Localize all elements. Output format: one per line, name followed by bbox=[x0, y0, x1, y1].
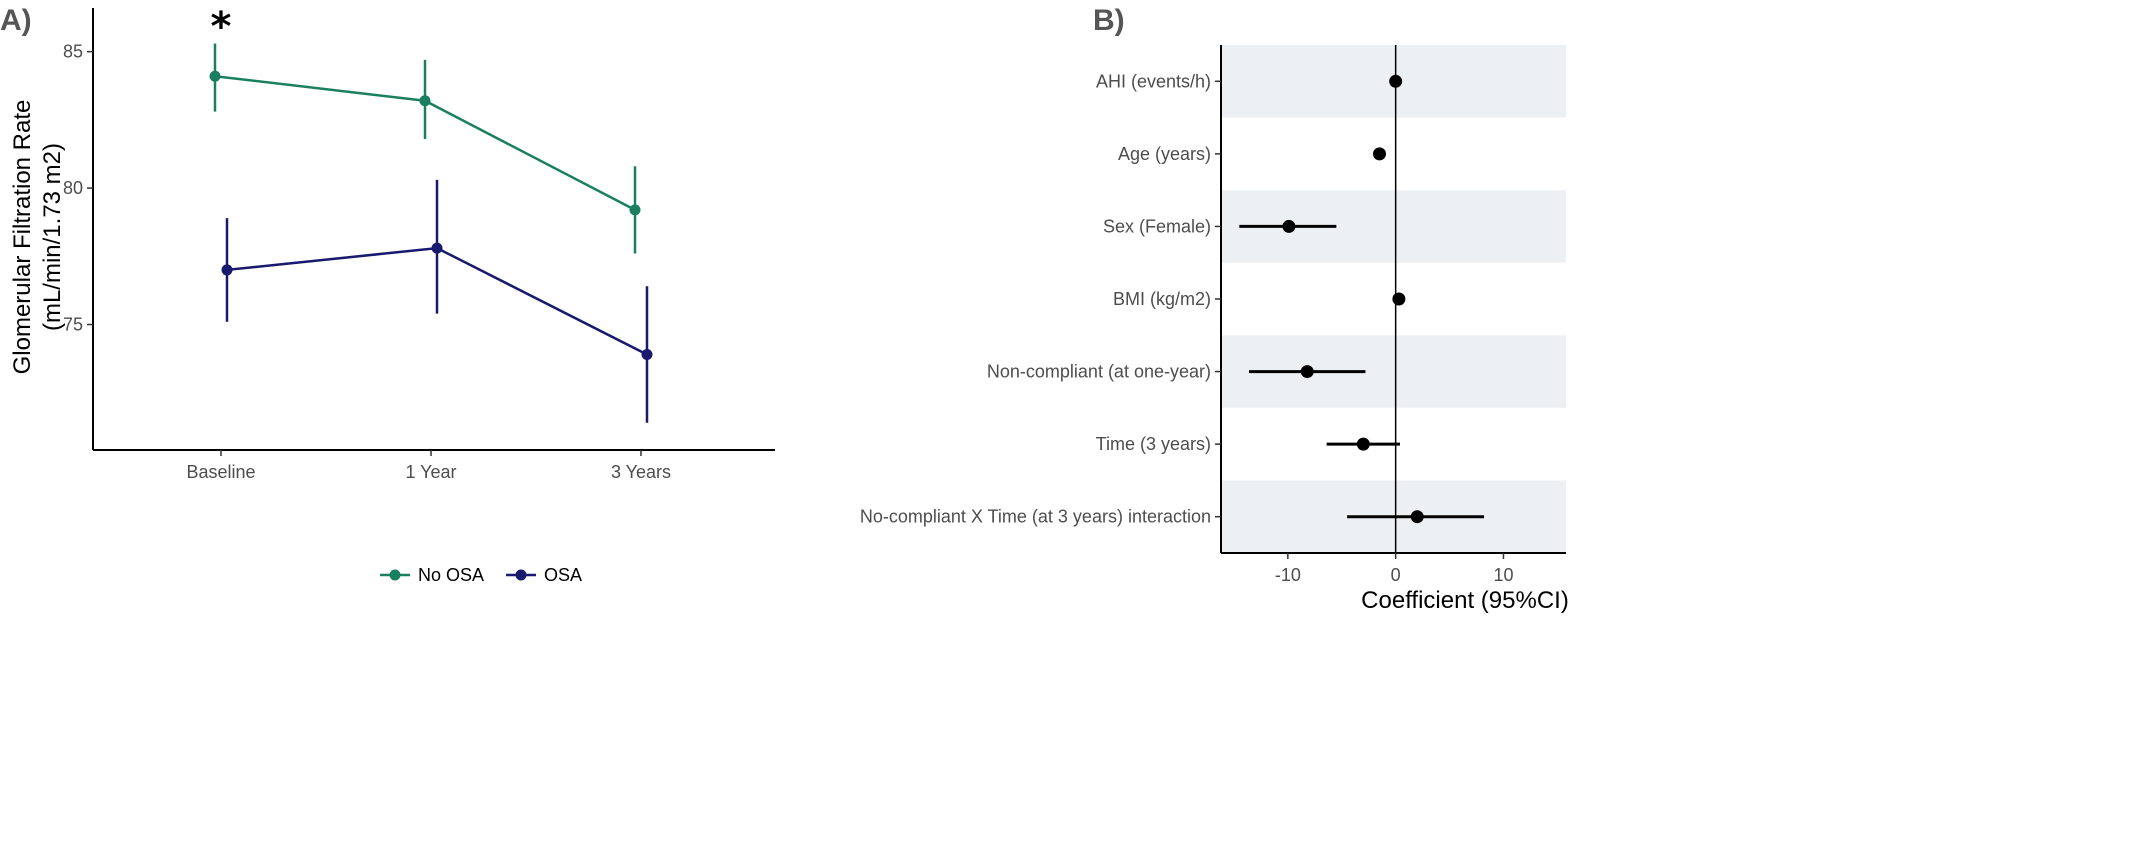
panel-a-ylabel-line1: Glomerular Filtration Rate bbox=[9, 100, 36, 375]
legend-label-osa: OSA bbox=[544, 565, 582, 585]
legend-key-point-no-osa bbox=[389, 569, 401, 581]
point-osa-baseline bbox=[221, 264, 233, 276]
panel-b-x-tick-label-10: 10 bbox=[1493, 565, 1513, 585]
panel-b-y-tick-label-time-3-years: Time (3 years) bbox=[1096, 434, 1211, 454]
significance-annotation: * bbox=[211, 4, 232, 50]
panel-a-y-tick-label-80: 80 bbox=[63, 178, 83, 198]
panel-a-ylabel-line2: (mL/min/1.73 m2) bbox=[39, 143, 66, 331]
point-no-osa-3-years bbox=[629, 204, 641, 216]
panel-a-x-tick-label-baseline: Baseline bbox=[186, 462, 255, 482]
estimate-point-no-compliant-x-time-at-3-years-interaction bbox=[1410, 510, 1424, 524]
point-osa-1-year bbox=[431, 242, 443, 254]
panel-b-y-tick-label-ahi-events-h: AHI (events/h) bbox=[1096, 71, 1211, 91]
estimate-point-non-compliant-at-one-year bbox=[1300, 365, 1314, 379]
panel-b-y-tick-label-no-compliant-x-time-at-3-years-interaction: No-compliant X Time (at 3 years) interac… bbox=[860, 507, 1211, 527]
panel-a-x-tick-label-3-years: 3 Years bbox=[611, 462, 671, 482]
point-no-osa-1-year bbox=[419, 95, 431, 107]
panel-b-y-tick-label-age-years: Age (years) bbox=[1118, 144, 1211, 164]
point-no-osa-baseline bbox=[209, 70, 221, 82]
estimate-point-age-years bbox=[1372, 147, 1386, 161]
panel-a-glomerular-filtration-chart: A) Glomerular Filtration Rate (mL/min/1.… bbox=[0, 4, 775, 585]
panel-a-y-tick-label-75: 75 bbox=[63, 314, 83, 334]
panel-a-label: A) bbox=[0, 4, 32, 37]
point-osa-3-years bbox=[641, 349, 653, 361]
panel-b-y-tick-label-bmi-kg-m2: BMI (kg/m2) bbox=[1113, 289, 1211, 309]
panel-a-y-tick-label-85: 85 bbox=[63, 42, 83, 62]
panel-b-y-tick-label-non-compliant-at-one-year: Non-compliant (at one-year) bbox=[987, 362, 1211, 382]
panel-b-x-tick-label-0: 0 bbox=[1391, 565, 1401, 585]
panel-b-x-tick-label--10: -10 bbox=[1275, 565, 1301, 585]
panel-b-xlabel: Coefficient (95%CI) bbox=[1361, 587, 1569, 614]
estimate-point-bmi-kg-m2 bbox=[1392, 292, 1406, 306]
estimate-point-ahi-events-h bbox=[1389, 74, 1403, 88]
legend-label-no-osa: No OSA bbox=[418, 565, 484, 585]
panel-b-y-tick-label-sex-female: Sex (Female) bbox=[1103, 216, 1211, 236]
estimate-point-sex-female bbox=[1282, 219, 1296, 233]
estimate-point-time-3-years bbox=[1356, 437, 1370, 451]
panel-b-label: B) bbox=[1093, 4, 1125, 37]
panel-b-coefficient-forest-plot: B) -10 0 10 AHI (events/h) Age (years) Sex (F… bbox=[860, 4, 1569, 614]
panel-a-x-tick-label-1-year: 1 Year bbox=[405, 462, 456, 482]
legend-key-point-osa bbox=[515, 569, 527, 581]
